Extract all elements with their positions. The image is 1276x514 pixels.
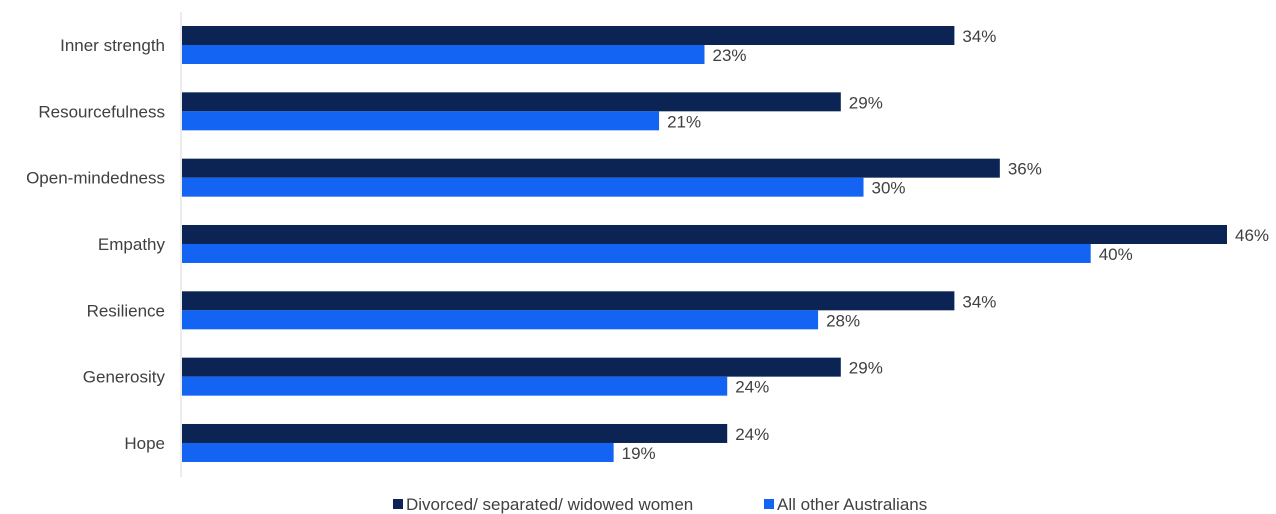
bar-generosity-series-0 — [182, 357, 841, 377]
category-label-hope: Hope — [124, 434, 165, 453]
bar-inner-strength-series-0 — [182, 26, 955, 45]
legend-label-divorced-separated-widowed-women: Divorced/ separated/ widowed women — [406, 495, 693, 514]
value-label-generosity-series-1: 24% — [735, 378, 769, 397]
category-label-generosity: Generosity — [83, 368, 166, 387]
legend-swatch-all-other-australians — [764, 499, 774, 509]
bar-open-mindedness-series-1 — [182, 177, 864, 197]
bar-resourcefulness-series-1 — [182, 111, 660, 131]
value-label-open-mindedness-series-1: 30% — [872, 179, 906, 198]
value-label-resourcefulness-series-0: 29% — [849, 93, 883, 112]
bar-generosity-series-1 — [182, 376, 728, 396]
bar-open-mindedness-series-0 — [182, 158, 1000, 178]
value-label-hope-series-0: 24% — [735, 425, 769, 444]
value-label-resilience-series-0: 34% — [962, 292, 996, 311]
category-label-open-mindedness: Open-mindedness — [26, 169, 165, 188]
category-label-resourcefulness: Resourcefulness — [38, 102, 165, 121]
value-label-empathy-series-0: 46% — [1235, 226, 1269, 245]
legend-label-all-other-australians: All other Australians — [777, 495, 927, 514]
category-label-resilience: Resilience — [87, 301, 165, 320]
bar-empathy-series-1 — [182, 243, 1091, 263]
value-label-resourcefulness-series-1: 21% — [667, 112, 701, 131]
value-label-empathy-series-1: 40% — [1099, 245, 1133, 264]
bar-resilience-series-1 — [182, 310, 819, 330]
bars-layer: Inner strength 34% 23% Resourcefulness 29% 21… — [26, 26, 1269, 463]
legend-swatch-divorced-separated-widowed-women — [393, 499, 403, 509]
legend: Divorced/ separated/ widowed women All o… — [393, 495, 927, 514]
value-label-resilience-series-1: 28% — [826, 311, 860, 330]
value-label-inner-strength-series-0: 34% — [962, 27, 996, 46]
bar-resilience-series-0 — [182, 291, 955, 311]
category-label-inner-strength: Inner strength — [60, 36, 165, 55]
value-label-generosity-series-0: 29% — [849, 359, 883, 378]
value-label-inner-strength-series-1: 23% — [713, 46, 747, 65]
bar-hope-series-1 — [182, 442, 614, 462]
bar-inner-strength-series-1 — [182, 45, 705, 64]
bar-empathy-series-0 — [182, 224, 1227, 244]
value-label-hope-series-1: 19% — [622, 444, 656, 463]
value-label-open-mindedness-series-0: 36% — [1008, 160, 1042, 179]
bar-resourcefulness-series-0 — [182, 92, 841, 112]
bar-hope-series-0 — [182, 423, 728, 443]
category-label-empathy: Empathy — [98, 235, 166, 254]
